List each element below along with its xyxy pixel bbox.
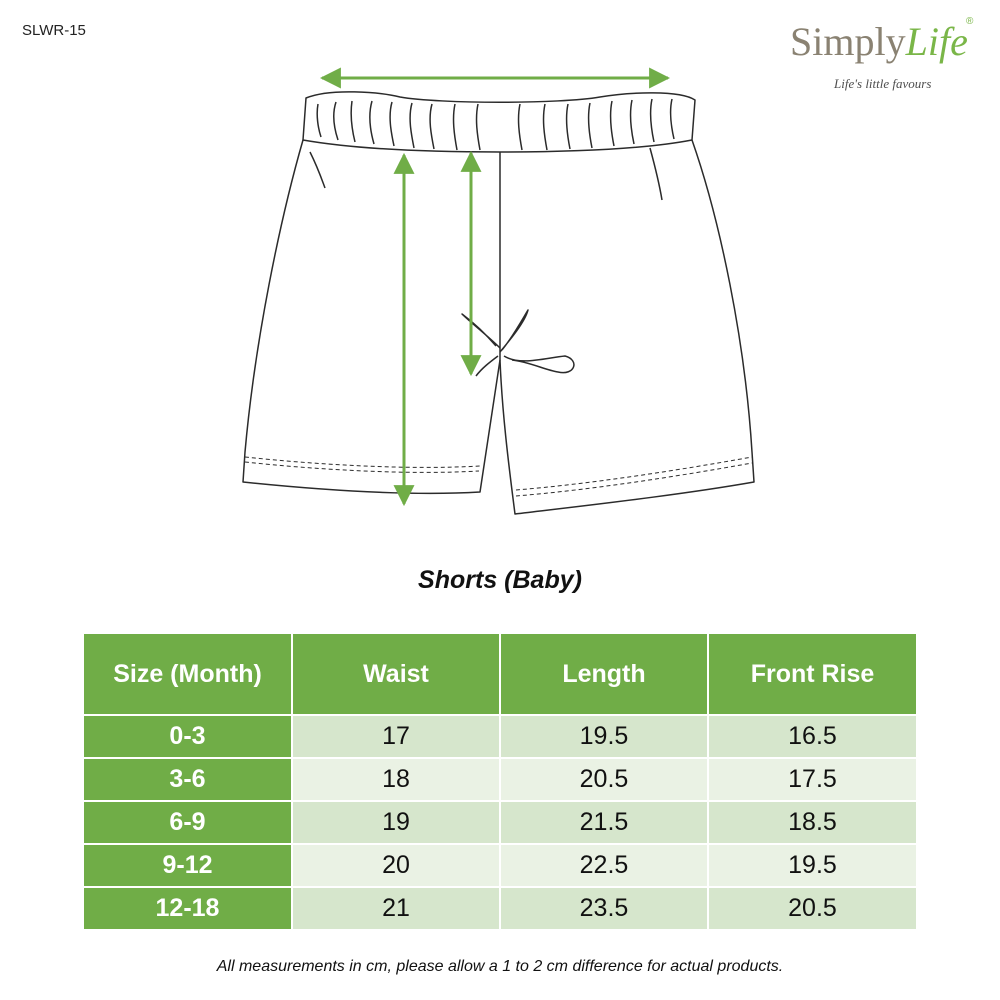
length-cell: 20.5 [500,757,709,801]
measurement-arrows [319,67,671,507]
table-row: 3-6 18 20.5 17.5 [84,757,916,801]
length-cell: 21.5 [500,800,709,844]
brand-logo: SimplyLife ® Life's little favours [788,14,988,104]
measurement-note: All measurements in cm, please allow a 1… [216,958,784,975]
table-row: 9-12 20 22.5 19.5 [84,843,916,887]
size-chart-table: Size (Month) Waist Length Front Rise 0-3… [84,634,916,929]
table-row: 6-9 19 21.5 18.5 [84,800,916,844]
table-header-row: Size (Month) Waist Length Front Rise [84,634,916,715]
header-front-rise: Front Rise [708,634,916,715]
product-code: SLWR-15 [22,22,86,39]
size-cell: 3-6 [84,757,293,801]
waist-cell: 21 [292,886,501,929]
waist-cell: 20 [292,843,501,887]
registered-mark: ® [966,16,974,27]
front-rise-cell: 19.5 [708,843,916,887]
brand-name-part1: Simply [790,19,906,64]
front-rise-cell: 18.5 [708,800,916,844]
size-cell: 9-12 [84,843,293,887]
shorts-outline [242,91,755,515]
size-cell: 6-9 [84,800,293,844]
header-length: Length [500,634,709,715]
brand-wordmark: SimplyLife [790,18,968,65]
header-size: Size (Month) [84,634,293,715]
product-title: Shorts (Baby) [418,566,582,594]
table-row: 12-18 21 23.5 20.5 [84,886,916,929]
front-rise-cell: 20.5 [708,886,916,929]
size-cell: 12-18 [84,886,293,929]
waist-cell: 17 [292,714,501,758]
shorts-illustration [242,67,755,515]
table-row: 0-3 17 19.5 16.5 [84,714,916,758]
length-cell: 23.5 [500,886,709,929]
hem-stitching [244,456,753,497]
brand-name-part2: Life [905,19,968,64]
front-rise-cell: 16.5 [708,714,916,758]
front-rise-cell: 17.5 [708,757,916,801]
length-cell: 22.5 [500,843,709,887]
waist-cell: 19 [292,800,501,844]
length-cell: 19.5 [500,714,709,758]
waist-cell: 18 [292,757,501,801]
size-cell: 0-3 [84,714,293,758]
header-waist: Waist [292,634,501,715]
brand-tagline: Life's little favours [834,76,932,91]
